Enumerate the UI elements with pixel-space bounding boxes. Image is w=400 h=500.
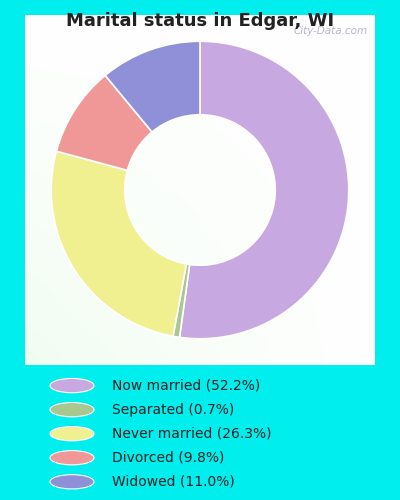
Text: Separated (0.7%): Separated (0.7%): [112, 402, 234, 416]
Circle shape: [50, 474, 94, 489]
Text: Now married (52.2%): Now married (52.2%): [112, 378, 260, 392]
Circle shape: [50, 450, 94, 465]
Wedge shape: [180, 42, 349, 339]
Wedge shape: [51, 151, 186, 336]
Text: Divorced (9.8%): Divorced (9.8%): [112, 451, 224, 465]
Text: City-Data.com: City-Data.com: [294, 26, 368, 36]
Wedge shape: [105, 42, 200, 132]
Wedge shape: [173, 264, 190, 338]
Wedge shape: [56, 76, 152, 170]
Text: Marital status in Edgar, WI: Marital status in Edgar, WI: [66, 12, 334, 30]
Text: Never married (26.3%): Never married (26.3%): [112, 426, 272, 440]
Circle shape: [50, 426, 94, 441]
Circle shape: [50, 402, 94, 417]
Circle shape: [50, 378, 94, 393]
Text: Widowed (11.0%): Widowed (11.0%): [112, 475, 235, 489]
